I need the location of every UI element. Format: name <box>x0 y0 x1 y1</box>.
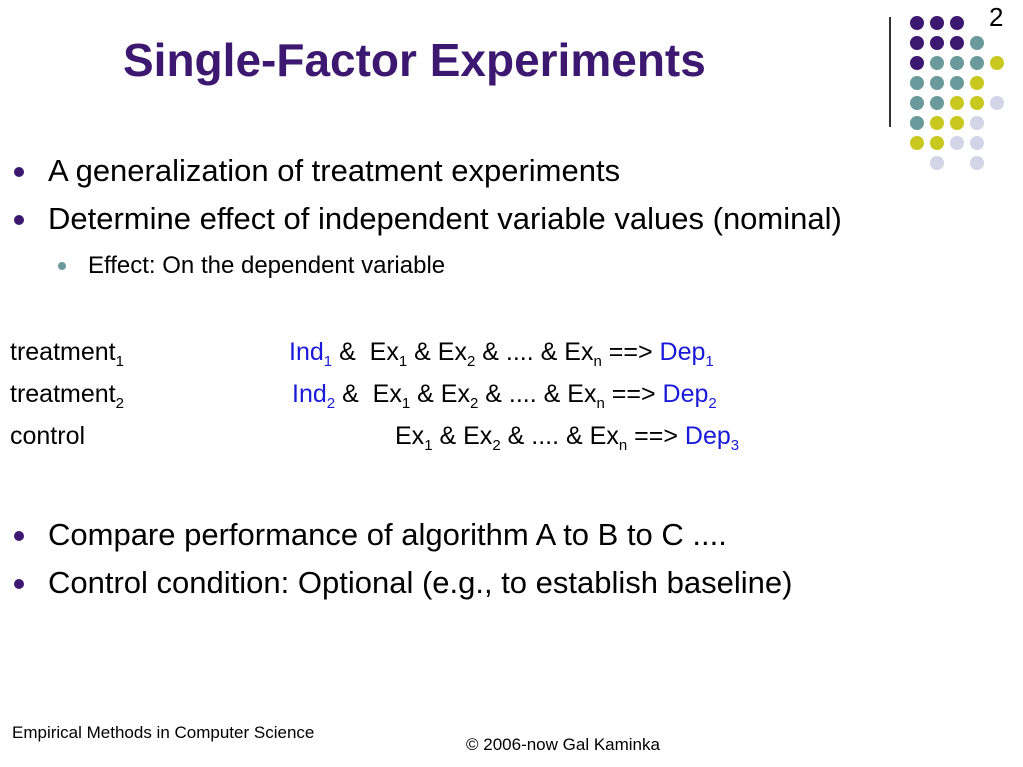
decor-dot <box>930 96 944 110</box>
bullet-marker <box>14 531 24 541</box>
row-formula-treatment-1: Ind1 & Ex1 & Ex2 & .... & Exn ==> Dep1 <box>289 338 714 370</box>
page-number: 2 <box>989 2 1004 32</box>
dep-var: Dep1 <box>659 338 714 370</box>
decor-dot <box>930 76 944 90</box>
row-formula-control: Ex1 & Ex2 & .... & Exn ==> Dep3 <box>395 422 740 454</box>
decor-dot <box>950 56 964 70</box>
decor-dot <box>970 156 984 170</box>
bullet-compare-performance: Compare performance of algorithm A to B … <box>48 517 727 552</box>
bullet-control-condition: Control condition: Optional (e.g., to es… <box>48 565 793 600</box>
decor-dot <box>970 36 984 50</box>
decor-dot <box>910 96 924 110</box>
slide-title: Single-Factor Experiments <box>123 34 706 86</box>
decor-dot <box>910 136 924 150</box>
sub-bullet-marker <box>58 262 66 270</box>
decor-dot <box>930 156 944 170</box>
sub-bullet-effect: Effect: On the dependent variable <box>88 252 446 279</box>
decor-dot <box>970 136 984 150</box>
footer-course-name: Empirical Methods in Computer Science <box>12 723 315 742</box>
decor-dot <box>990 56 1004 70</box>
dep-var: Dep2 <box>662 380 717 412</box>
decor-dot <box>910 36 924 50</box>
row-label-treatment-1: treatment1 <box>10 338 124 370</box>
decor-dot <box>930 36 944 50</box>
ind-var: Ind1 <box>289 338 333 370</box>
bullet-determine-effect: Determine effect of independent variable… <box>48 201 842 236</box>
decor-dot <box>910 16 924 30</box>
bullet-generalization: A generalization of treatment experiment… <box>48 153 621 188</box>
decor-dot <box>970 116 984 130</box>
footer-copyright: © 2006-now Gal Kaminka <box>466 735 660 754</box>
decor-dot <box>950 136 964 150</box>
decor-dot <box>910 116 924 130</box>
decor-dot <box>950 36 964 50</box>
dep-var: Dep3 <box>684 422 740 454</box>
decor-dot <box>990 96 1004 110</box>
bullet-marker <box>14 167 24 177</box>
decor-dot <box>930 116 944 130</box>
decor-dot <box>930 56 944 70</box>
decor-dot <box>910 76 924 90</box>
row-formula-treatment-2: Ind2 & Ex1 & Ex2 & .... & Exn ==> Dep2 <box>292 380 717 412</box>
decor-dot <box>950 116 964 130</box>
decor-dot <box>930 16 944 30</box>
bullet-marker <box>14 579 24 589</box>
row-label-treatment-2: treatment2 <box>10 380 124 412</box>
title-divider-line <box>889 17 891 127</box>
row-label-control: control <box>10 422 86 450</box>
decor-dot <box>970 76 984 90</box>
decor-dot <box>970 96 984 110</box>
decor-dot <box>950 76 964 90</box>
decor-dot <box>950 16 964 30</box>
bullet-marker <box>14 215 24 225</box>
decor-dot <box>970 56 984 70</box>
decor-dot <box>910 56 924 70</box>
decor-dot <box>930 136 944 150</box>
decor-dot <box>950 96 964 110</box>
ind-var: Ind2 <box>292 380 336 412</box>
